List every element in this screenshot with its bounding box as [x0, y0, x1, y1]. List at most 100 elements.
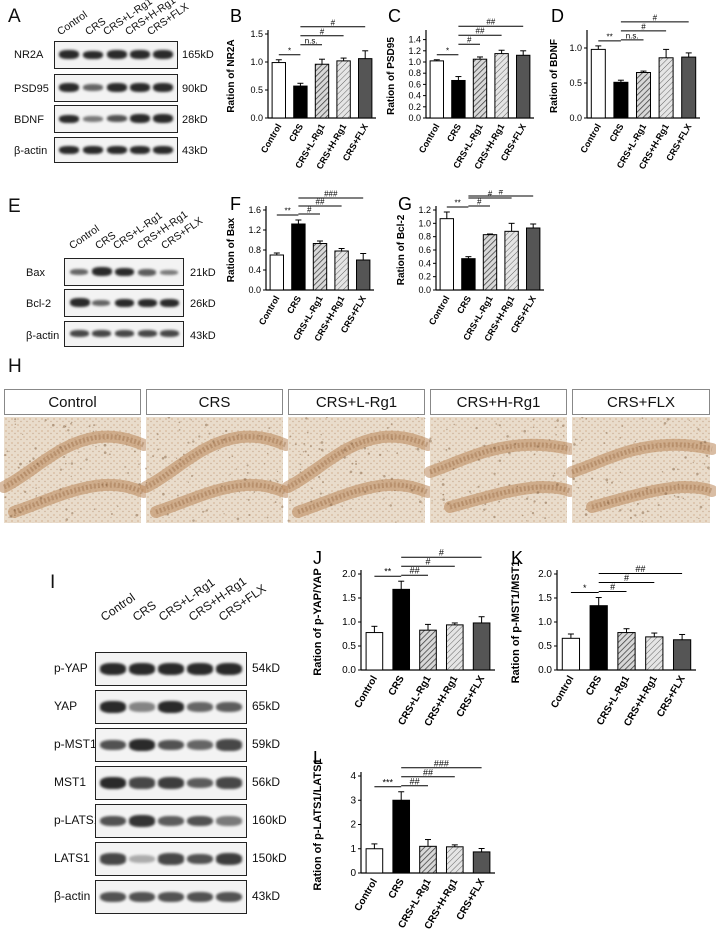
- bar: [494, 53, 509, 119]
- blot-strip: [54, 137, 178, 163]
- y-tick-label: 1.0: [569, 43, 582, 53]
- panel-letter: L: [313, 748, 323, 768]
- protein-label: p-LATS1: [54, 813, 101, 827]
- y-tick-label: 1.2: [408, 46, 421, 56]
- chart-k: K 0.0 0.5 1.0 1.5 2.0 Ration of p-MST1/MST1 Con…: [505, 540, 710, 740]
- chart-f: F 0.0 0.4 0.8 1.2 1.6 Ration of Bax Control CRS C…: [222, 190, 382, 350]
- protein-label: p-YAP: [54, 661, 88, 675]
- x-tick-label: Control: [417, 122, 442, 155]
- y-tick-label: 0.0: [569, 113, 582, 123]
- panel-e-blot: Control CRS CRS+L-Rg1 CRS+H-Rg1 CRS+FLX …: [0, 190, 230, 350]
- bar: [392, 588, 411, 671]
- significance-label: n.s.: [626, 31, 639, 40]
- protein-label: Bcl-2: [26, 298, 52, 310]
- bar: [504, 230, 519, 291]
- histology-header: CRS: [146, 389, 283, 415]
- y-tick-label: 0.0: [248, 285, 261, 295]
- kd-label: 43kD: [252, 889, 281, 903]
- y-tick-label: 2.0: [342, 569, 356, 580]
- bar: [451, 79, 466, 119]
- significance-label: n.s.: [305, 36, 318, 45]
- y-tick-label: 0.6: [418, 245, 431, 255]
- histology-row: [0, 416, 716, 523]
- significance-label: #: [477, 198, 482, 207]
- y-tick-label: 1.0: [538, 617, 552, 628]
- bar: [516, 54, 531, 119]
- y-tick-label: 0.0: [408, 113, 421, 123]
- y-tick-label: 1.2: [418, 205, 431, 215]
- protein-label: p-MST1: [54, 737, 97, 751]
- kd-label: 90kD: [182, 83, 208, 95]
- bar: [472, 58, 488, 119]
- y-tick-label: 0.8: [408, 68, 421, 78]
- blot-strip: [54, 74, 178, 102]
- blot-strip: [54, 41, 178, 69]
- bar: [365, 632, 384, 671]
- y-tick-label: 4: [350, 771, 356, 782]
- x-tick-label: CRS: [387, 674, 407, 698]
- y-tick-label: 0.2: [408, 102, 421, 112]
- significance-label: **: [454, 199, 460, 208]
- panel-letter-i: I: [50, 572, 56, 593]
- significance-label: ##: [486, 18, 495, 27]
- significance-label: ##: [410, 566, 420, 576]
- bar: [681, 56, 697, 119]
- histology-header: CRS+FLX: [572, 389, 710, 415]
- significance-label: #: [653, 13, 658, 22]
- y-tick-label: 3: [350, 795, 356, 806]
- y-axis-label: Ration of p-MST1/MST1: [510, 561, 522, 684]
- bar: [617, 632, 636, 671]
- y-tick-label: 1.5: [538, 593, 552, 604]
- chart-d: D 0.0 0.5 1.0 Ration of BDNF Control CRS CRS+L-…: [545, 0, 710, 180]
- y-tick-label: 0.4: [418, 258, 431, 268]
- y-tick-label: 0.2: [418, 272, 431, 282]
- significance-label: #: [307, 206, 312, 215]
- x-tick-label: CRS+FLX: [655, 674, 688, 719]
- y-tick-label: 0.0: [250, 113, 263, 123]
- significance-label: #: [488, 190, 493, 199]
- y-tick-label: 0.5: [250, 85, 263, 95]
- bar: [269, 254, 284, 291]
- bar: [472, 851, 491, 874]
- y-tick-label: 1.0: [418, 218, 431, 228]
- panel-a-blot: Control CRS CRS+L-Rg1 CRS+H-Rg1 CRS+FLX …: [0, 0, 220, 170]
- blot-strip: [95, 652, 247, 686]
- panel-letter: B: [230, 6, 242, 26]
- protein-label: PSD95: [14, 83, 49, 95]
- bar: [392, 799, 411, 874]
- y-tick-label: 1.0: [408, 57, 421, 67]
- y-tick-label: 2.0: [538, 569, 552, 580]
- lane-label: Control: [55, 8, 90, 38]
- significance-label: ##: [476, 27, 485, 36]
- bar: [291, 223, 306, 291]
- kd-label: 21kD: [190, 267, 216, 279]
- y-axis-label: Ration of Bcl-2: [396, 214, 407, 285]
- significance-label: #: [439, 548, 444, 558]
- significance-label: #: [425, 557, 430, 567]
- y-tick-label: 0.0: [342, 665, 356, 676]
- significance-label: #: [320, 27, 325, 36]
- y-axis-label: Ration of PSD95: [386, 37, 397, 115]
- x-tick-label: Control: [353, 877, 380, 913]
- kd-label: 165kD: [182, 49, 214, 61]
- x-tick-label: CRS: [445, 122, 463, 143]
- y-tick-label: 0: [350, 868, 356, 879]
- bar: [312, 243, 328, 291]
- blot-strip: [95, 842, 247, 876]
- blot-strip: [95, 766, 247, 800]
- significance-label: #: [467, 36, 472, 45]
- bar: [672, 639, 692, 671]
- chart-svg: K 0.0 0.5 1.0 1.5 2.0 Ration of p-MST1/MST1 Con…: [510, 548, 696, 728]
- y-tick-label: 1.0: [342, 617, 356, 628]
- panel-letter: G: [398, 194, 412, 214]
- significance-label: *: [583, 583, 587, 593]
- bar: [445, 846, 464, 874]
- x-tick-label: Control: [257, 294, 282, 327]
- bar: [645, 636, 664, 671]
- y-tick-label: 0.8: [418, 232, 431, 242]
- chart-c: C 0.0 0.2 0.4 0.6 0.8 1.0 1.2 1.4 Ration of PSD95…: [382, 0, 542, 180]
- y-tick-label: 1.4: [408, 35, 421, 45]
- protein-label: β-actin: [26, 330, 60, 342]
- panel-letter-e: E: [8, 196, 21, 217]
